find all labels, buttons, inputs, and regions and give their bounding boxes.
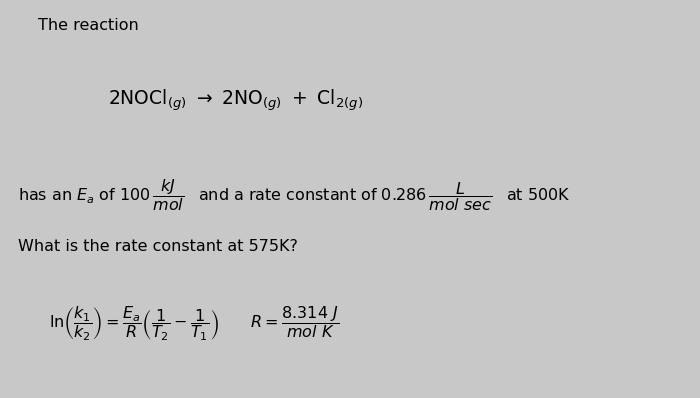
Text: $2\mathrm{NOCl}_{(g)}\ \rightarrow\ 2\mathrm{NO}_{(g)}\ +\ \mathrm{Cl}_{2(g)}$: $2\mathrm{NOCl}_{(g)}\ \rightarrow\ 2\ma… — [108, 88, 363, 113]
Text: has an $E_a$ of $100\,\dfrac{kJ}{mol}$$\;\;$ and a rate constant of $0.286\,\dfr: has an $E_a$ of $100\,\dfrac{kJ}{mol}$$\… — [18, 177, 570, 213]
Text: The reaction: The reaction — [38, 18, 139, 33]
Text: $\ln\!\left(\dfrac{k_1}{k_2}\right) = \dfrac{E_a}{R}\left(\dfrac{1}{T_2} - \dfra: $\ln\!\left(\dfrac{k_1}{k_2}\right) = \d… — [49, 304, 339, 343]
Text: What is the rate constant at 575K?: What is the rate constant at 575K? — [18, 239, 298, 254]
